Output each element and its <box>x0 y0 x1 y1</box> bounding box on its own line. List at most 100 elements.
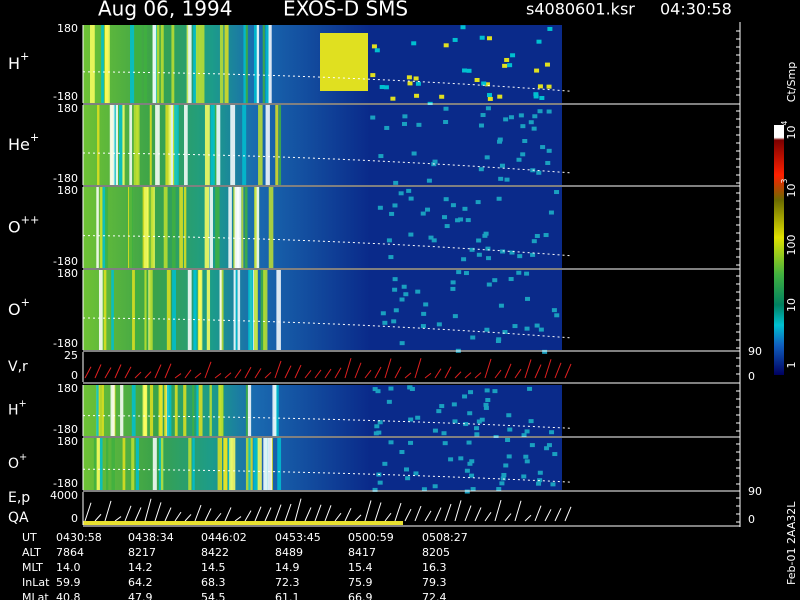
spectrum-speckle <box>483 405 489 410</box>
spectrum-speckle <box>554 313 560 318</box>
spectrum-stripe <box>122 105 125 185</box>
spectrum-stripe <box>199 25 205 103</box>
spectrum-speckle <box>524 459 530 464</box>
spectrum-speckle <box>377 205 383 210</box>
colorbar-label-sup: 4 <box>780 120 789 125</box>
spectrum-speckle <box>411 151 417 156</box>
spectrum-stripe <box>241 187 244 268</box>
spectrum-speckle <box>536 481 542 486</box>
spectrum-speckle <box>413 76 419 81</box>
spectrum-stripe <box>204 105 210 185</box>
spectrum-speckle <box>498 176 504 181</box>
spectrum-speckle <box>486 282 492 287</box>
spectrum-speckle <box>536 170 542 175</box>
spectrum-speckle <box>386 399 392 404</box>
spectrum-speckle <box>528 120 534 125</box>
spectrum-speckle <box>509 250 515 255</box>
spectrum-stripe <box>245 25 248 103</box>
colorbar-label-base: 10 <box>785 183 798 197</box>
spectrum-speckle <box>380 311 386 316</box>
spectrum-stripe <box>158 385 163 436</box>
spectrum-speckle <box>406 188 412 193</box>
spectrum-speckle <box>432 484 438 489</box>
spectrum-stripe <box>148 270 153 350</box>
spectrum-stripe <box>165 105 169 185</box>
spectrum-stripe <box>263 270 268 350</box>
y2-tick-label: 0 <box>748 513 755 526</box>
spectrum-speckle <box>413 471 419 476</box>
spectrum-stripe <box>257 438 262 490</box>
y2-tick-label: 0 <box>748 370 755 383</box>
panel-label-sup: ++ <box>21 214 40 227</box>
colorbar-label: 10 <box>785 298 798 312</box>
spectrum-speckle <box>458 217 464 222</box>
spectrum-stripe <box>93 438 97 490</box>
spectrum-speckle <box>523 454 529 459</box>
spectrum-stripe <box>223 438 228 490</box>
spectrum-speckle <box>428 235 434 240</box>
sweep-trace <box>84 357 572 379</box>
spectrum-stripe <box>106 438 109 490</box>
file-time: 04:30:58 <box>660 0 732 19</box>
spectrum-speckle <box>388 255 394 260</box>
spectrum-speckle <box>502 63 508 68</box>
colorbar-label-sup: 3 <box>780 178 789 183</box>
spectrum-speckle <box>408 196 414 201</box>
spectrum-speckle <box>479 35 485 40</box>
spectrum-speckle <box>546 443 552 448</box>
spectrum-speckle <box>403 467 409 472</box>
row-value: 66.9 <box>348 591 373 600</box>
y-tick-label: 4000 <box>50 489 78 502</box>
spectrum-speckle <box>401 284 407 289</box>
spectrum-stripe <box>160 438 164 490</box>
spectrum-speckle <box>540 145 546 150</box>
spectrum-stripe <box>187 270 192 350</box>
spectrum-speckle <box>516 270 522 275</box>
spectrum-stripe <box>144 187 149 268</box>
spectrum-speckle <box>443 120 449 125</box>
row-value: 15.4 <box>348 561 373 574</box>
footer: Feb-01 2AA32L <box>785 501 798 585</box>
spectrum-stripe <box>183 385 187 436</box>
panel-label: H+ <box>8 399 27 419</box>
panel-label-base: O <box>8 217 21 236</box>
spectrum-stripe <box>253 438 258 490</box>
spectrum-speckle <box>370 115 376 120</box>
spectrum-stripe <box>170 105 175 185</box>
spectrum-low <box>83 270 370 350</box>
spectrum-stripe <box>155 105 160 185</box>
spectrum-stripe <box>233 270 236 350</box>
spectrum-speckle <box>474 426 480 431</box>
spectrum-stripe <box>253 270 258 350</box>
spectrum-speckle <box>482 233 488 238</box>
spectrum-stripe <box>131 385 136 436</box>
spectrum-stripe <box>174 385 178 436</box>
spectrum-speckle <box>475 200 481 205</box>
spectrum-speckle <box>503 463 509 468</box>
spectrum-speckle <box>537 109 543 114</box>
sweep-trace <box>84 498 572 522</box>
spectrum-speckle <box>376 430 382 435</box>
orbit-trace <box>82 71 573 92</box>
spectrum-stripe <box>195 25 201 103</box>
spectrum-speckle <box>415 415 421 420</box>
spectrum-speckle <box>444 224 450 229</box>
spectrum-speckle <box>386 238 392 243</box>
colorbar-title: Ct/Smp <box>785 62 798 102</box>
row-label: UT <box>22 531 37 544</box>
spectrum-stripe <box>229 438 233 490</box>
spectrum-speckle <box>497 139 503 144</box>
spectrum-stripe <box>174 105 179 185</box>
spectrum-speckle <box>408 232 414 237</box>
spectrum-stripe <box>209 187 213 268</box>
spectrum-speckle <box>415 81 421 86</box>
spectrum-speckle <box>549 430 555 435</box>
spectrum-speckle <box>392 277 398 282</box>
spectrum-speckle <box>507 63 513 68</box>
spectrum-speckle <box>379 85 385 90</box>
spectrum-stripe <box>231 438 236 490</box>
row-label: MLat <box>22 591 49 600</box>
spectrum-stripe <box>144 270 147 350</box>
spectrum-speckle <box>498 303 504 308</box>
spectrum-speckle <box>375 389 381 394</box>
